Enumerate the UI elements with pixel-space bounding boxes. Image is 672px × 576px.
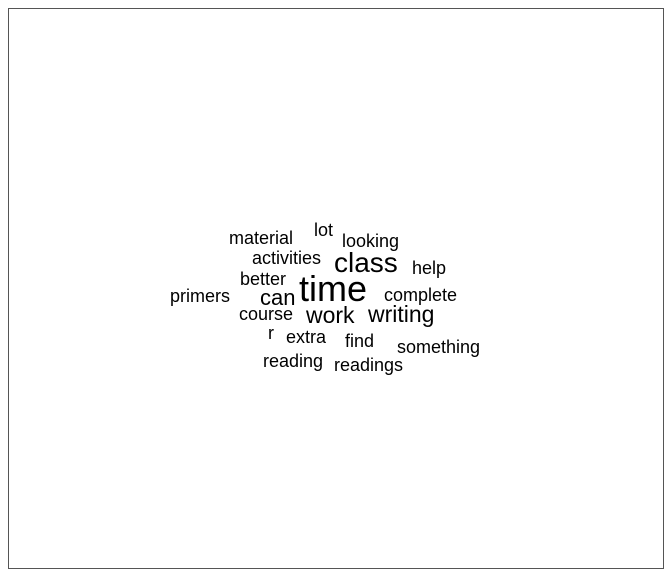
word-something: something — [397, 337, 481, 357]
word-class: class — [334, 247, 398, 278]
word-reading: reading — [263, 351, 324, 371]
word-readings: readings — [334, 355, 404, 375]
word-help: help — [412, 258, 447, 278]
word-material: material — [229, 228, 294, 248]
word-course: course — [239, 304, 294, 324]
word-work: work — [306, 302, 355, 328]
word-writing: writing — [368, 301, 435, 327]
word-complete: complete — [384, 285, 458, 305]
word-extra: extra — [286, 327, 327, 347]
word-looking: looking — [342, 231, 400, 251]
word-time: time — [299, 268, 368, 309]
word-can: can — [260, 285, 296, 310]
word-better: better — [240, 269, 287, 289]
word-lot: lot — [314, 220, 334, 240]
word-activities: activities — [252, 248, 322, 268]
word-primers: primers — [170, 286, 231, 306]
word-r: r — [268, 323, 274, 343]
word-find: find — [345, 331, 375, 351]
plot-frame — [8, 8, 664, 569]
